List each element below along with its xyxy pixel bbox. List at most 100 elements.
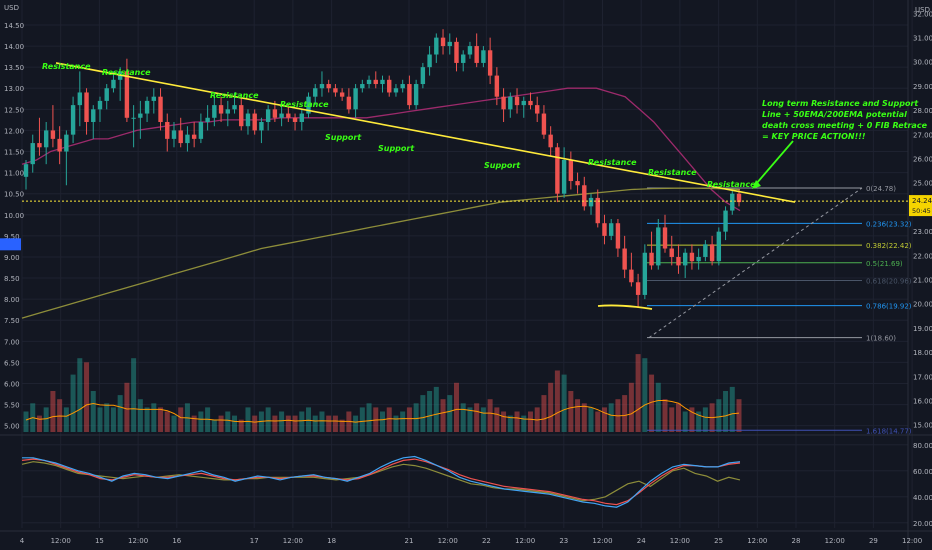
volume-bar [84, 362, 90, 432]
resistance-label: Resistance [280, 100, 329, 109]
annotation-arrow-line [755, 140, 794, 185]
time-axis-tick: 12:00 [515, 537, 535, 545]
time-axis-tick: 21 [405, 537, 414, 545]
volume-bar [279, 411, 285, 432]
time-axis-tick: 17 [250, 537, 259, 545]
volume-bar [494, 407, 500, 432]
candles[interactable] [23, 29, 742, 308]
candle-body [279, 113, 284, 118]
volume-bar [595, 411, 601, 432]
candle-body [427, 54, 432, 68]
candle-body [50, 130, 56, 139]
volume-bar [622, 395, 628, 432]
resistance-label: Resistance [42, 62, 91, 71]
volume-bar [548, 382, 554, 432]
candle-body [124, 71, 130, 118]
support-label: Support [378, 144, 415, 153]
candle-body [541, 113, 547, 135]
candle-body [716, 231, 722, 262]
volume-bar [306, 407, 312, 432]
right-axis-tick: 15.00 [913, 422, 932, 430]
drawings[interactable] [22, 62, 908, 310]
candle-body [252, 113, 257, 131]
fib-retracement[interactable]: 0(24.78) 0.236(23.32) 0.382(22.42) 0.5(21.6… [647, 185, 912, 435]
candle-body [178, 130, 183, 144]
candle-body [629, 269, 634, 283]
candle-body [232, 105, 237, 110]
volume-bar [232, 415, 238, 432]
volume-bar [561, 374, 567, 432]
oscillator-pane[interactable] [21, 455, 741, 508]
fib-level-label: 0.382(22.42) [866, 242, 912, 250]
volume-ma-line [25, 400, 740, 423]
volume-bar [521, 415, 527, 432]
volume-bar [319, 411, 325, 432]
time-axis-tick: 16 [172, 537, 181, 545]
candle-body [171, 130, 177, 139]
right-axis-tick: 19.00 [913, 325, 932, 333]
volume-bar [312, 415, 318, 432]
right-axis-tick: 31.00 [913, 34, 932, 42]
time-axis-tick: 4 [20, 537, 25, 545]
axes: USD USD 14.50 14.00 13.50 13.00 12.50 12.00 11.5… [0, 4, 932, 545]
time-axis-tick: 12:00 [902, 537, 922, 545]
candle-body [165, 121, 170, 139]
candle-body [225, 109, 230, 114]
oscillator-axis-tick: 20.00 [913, 520, 932, 528]
time-axis-tick: 12:00 [825, 537, 845, 545]
right-axis-tick: 18.00 [913, 349, 932, 357]
right-currency-label: USD [915, 6, 930, 14]
volume-bar [70, 374, 76, 432]
ema50-line [21, 87, 741, 212]
fib-level-label: 0.618(20.96) [866, 277, 912, 285]
right-price-countdown: 50:45 [912, 207, 931, 215]
candle-body [669, 248, 674, 257]
candle-body [259, 121, 264, 131]
resistance-label: Resistance [102, 68, 151, 77]
volume-bar [144, 407, 150, 432]
candle-body [37, 143, 42, 148]
candle-body [272, 109, 278, 118]
volume-bar [386, 407, 392, 432]
right-axis-tick: 23.00 [913, 228, 932, 236]
candle-body [70, 105, 76, 135]
volume-bar [608, 403, 614, 432]
candle-body [144, 100, 150, 114]
volume-bar [554, 370, 560, 432]
volume-bar [729, 386, 735, 432]
candle-body [185, 134, 190, 144]
candle-body [413, 84, 419, 106]
time-axis-tick: 25 [714, 537, 723, 545]
volume-bar [406, 407, 412, 432]
candle-body [434, 37, 439, 55]
left-axis-tick: 9.00 [4, 254, 20, 262]
candle-body [662, 227, 668, 249]
annotation-arrow-head [752, 180, 761, 189]
right-price-badge [909, 195, 932, 217]
candle-body [602, 223, 607, 236]
candle-body [245, 113, 251, 127]
right-axis-tick: 22.00 [913, 252, 932, 260]
volume-bar [635, 354, 641, 432]
volume-bar [285, 415, 291, 432]
candle-body [447, 41, 452, 47]
right-axis-tick: 28.00 [913, 107, 932, 115]
candle-body [622, 248, 627, 270]
left-axis-tick: 5.00 [4, 423, 20, 431]
time-axis-tick: 28 [792, 537, 801, 545]
candle-body [97, 100, 103, 110]
candle-body [380, 79, 385, 85]
volume-bar [682, 411, 688, 432]
candle-body [588, 197, 594, 207]
candle-body [299, 113, 304, 122]
left-axis-tick: 9.50 [4, 233, 20, 241]
candle-body [487, 50, 493, 76]
candle-body [454, 41, 459, 63]
volume-bar [137, 399, 143, 432]
volume-bar [400, 411, 406, 432]
candle-body [191, 134, 197, 139]
candle-body [57, 138, 62, 152]
fib-level-label: 0.236(23.32) [866, 220, 912, 228]
oscillator-main-line [22, 455, 741, 508]
